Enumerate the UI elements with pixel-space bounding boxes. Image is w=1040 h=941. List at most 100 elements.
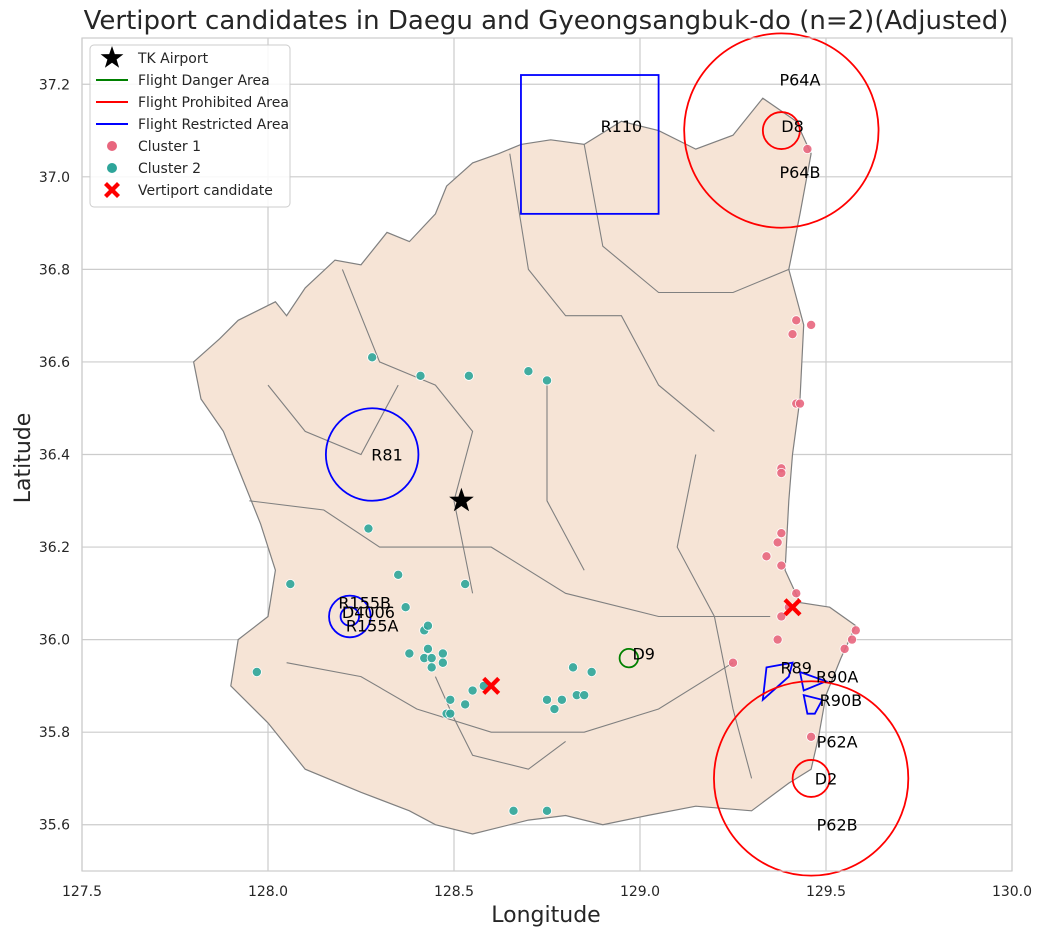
cluster1-point	[806, 319, 817, 330]
legend-label: Flight Danger Area	[138, 73, 270, 89]
cluster1-point	[761, 551, 772, 562]
y-tick-label: 35.6	[39, 818, 70, 834]
district-border	[509, 153, 715, 432]
cluster1-point	[776, 560, 787, 571]
x-tick-label: 130.0	[992, 884, 1032, 900]
legend: TK Airport Flight Danger Area Flight Prohi…	[89, 44, 291, 208]
special-markers	[449, 487, 802, 695]
cluster2-point	[467, 685, 478, 696]
cluster2-point	[460, 699, 471, 710]
airspace-zones	[324, 32, 910, 877]
zone-label: R90B	[820, 691, 862, 710]
district-border	[546, 385, 585, 571]
legend-star-icon	[100, 46, 124, 68]
y-tick-label: 35.8	[39, 725, 70, 741]
y-axis-label: Latitude	[11, 413, 36, 504]
cluster2-point	[367, 352, 378, 363]
cluster2-point	[445, 694, 456, 705]
zone-label: R110	[601, 117, 643, 136]
x-tick-label: 129.0	[620, 884, 660, 900]
cluster1-point	[850, 625, 861, 636]
zone-r81-circle	[324, 407, 420, 502]
cluster2-point	[422, 620, 433, 631]
cluster2-point	[579, 690, 590, 701]
cluster2-point	[542, 375, 553, 386]
district-border	[341, 269, 474, 594]
chart-title: Vertiport candidates in Daegu and Gyeong…	[84, 6, 1009, 36]
cluster2-point	[437, 648, 448, 659]
cluster2-point	[445, 708, 456, 719]
y-tick-label: 36.0	[39, 633, 70, 649]
cluster2-point	[426, 662, 437, 673]
airport-star-marker	[449, 487, 474, 512]
cluster2-point	[251, 667, 262, 678]
zone-label: D2	[815, 769, 838, 788]
province-regions	[192, 97, 857, 835]
legend-label: Cluster 2	[138, 161, 201, 177]
district-border	[434, 676, 566, 770]
legend-label: TK Airport	[137, 51, 209, 67]
district-border	[676, 454, 753, 779]
zone-label: R89	[780, 658, 811, 677]
cluster2-point	[549, 704, 560, 715]
vertiport-candidate-marker	[482, 676, 501, 695]
zone-r89-polygon	[761, 661, 794, 703]
cluster1-point	[776, 528, 787, 539]
zone-label: P62A	[817, 732, 858, 751]
legend-dot-icon	[107, 141, 117, 151]
cluster1-point	[787, 329, 798, 340]
cluster2-point	[285, 579, 296, 590]
cluster2-point	[463, 370, 474, 381]
zone-label: D8	[781, 117, 804, 136]
cluster1-point	[791, 588, 802, 599]
cluster2-point	[415, 370, 426, 381]
zone-p64a-circle	[683, 32, 880, 229]
zone-r155b-circle	[328, 594, 372, 639]
cluster1-point	[776, 611, 787, 622]
cluster2-point	[422, 643, 433, 654]
legend-x-icon	[104, 182, 120, 198]
cluster1-point	[728, 657, 739, 668]
cluster2-point	[437, 657, 448, 668]
cluster2-point	[400, 602, 411, 613]
y-tick-label: 36.4	[39, 448, 70, 464]
x-tick-label: 128.5	[434, 884, 474, 900]
district-border	[583, 144, 790, 294]
x-tick-label: 128.0	[248, 884, 288, 900]
y-tick-label: 36.2	[39, 540, 70, 556]
cluster1-point	[791, 315, 802, 326]
x-tick-label: 129.5	[806, 884, 846, 900]
cluster1-point	[772, 634, 783, 645]
zone-d2-circle	[791, 759, 831, 798]
zone-label: R155A	[346, 617, 399, 636]
legend-box	[89, 44, 291, 208]
y-tick-label: 36.8	[39, 262, 70, 278]
legend-label: Cluster 1	[138, 139, 201, 155]
legend-label: Flight Prohibited Area	[138, 95, 289, 111]
zone-label: D4006	[342, 603, 395, 622]
vertiport-candidate-marker	[783, 598, 802, 617]
zone-r110-rect	[520, 74, 660, 215]
zone-d9-circle	[618, 647, 639, 669]
cluster1-point	[802, 144, 813, 155]
district-border	[286, 662, 734, 733]
zone-r90b-polygon	[802, 693, 824, 715]
axis-ticks: 127.5 128.0 128.5 129.0 129.5 130.0 35.6 35.8 36…	[39, 77, 1032, 900]
y-tick-label: 36.6	[39, 355, 70, 371]
cluster1-point	[839, 643, 850, 654]
cluster2-point	[586, 667, 597, 678]
cluster1-point	[794, 398, 805, 409]
district-border	[267, 384, 399, 456]
cluster2-point	[404, 648, 415, 659]
cluster2-point	[363, 523, 374, 534]
zone-label: P64B	[779, 163, 820, 182]
cluster2-point	[460, 579, 471, 590]
zone-label: R81	[371, 446, 402, 465]
cluster2-point	[542, 805, 553, 816]
zone-label: P64A	[779, 71, 820, 90]
zone-d4006-circle	[339, 606, 360, 627]
cluster2-point	[523, 366, 534, 377]
plot-frame	[81, 37, 1013, 872]
